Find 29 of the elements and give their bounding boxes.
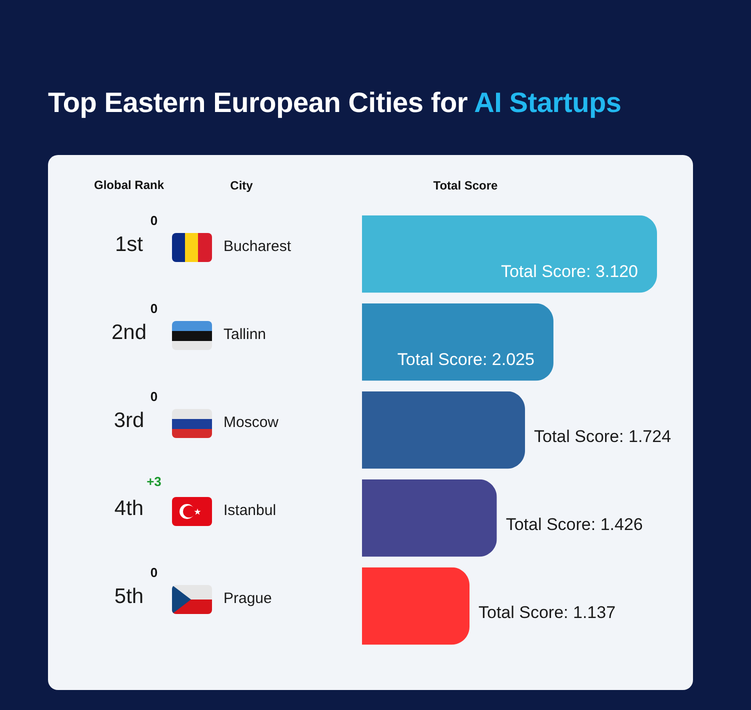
text: 0: [150, 389, 158, 404]
text: +3: [146, 474, 162, 489]
data-label: Total Score: 1.137: [478, 603, 616, 622]
bar: [362, 215, 657, 293]
y-tick-label: Tallinn: [224, 326, 266, 343]
bar: [362, 567, 470, 645]
text: 0: [150, 213, 158, 228]
data-label: Total Score: 2.025: [397, 350, 534, 369]
data-label: Total Score: 3.120: [500, 262, 638, 281]
y-tick-label: Bucharest: [224, 238, 292, 255]
text: 0: [150, 565, 158, 580]
data-label: Total Score: 1.724: [534, 427, 672, 446]
text: 5th: [114, 585, 144, 608]
bar: [362, 303, 554, 381]
data-label: Total Score: 1.426: [506, 515, 643, 534]
chart-title: Top Eastern European Cities for AI Startups: [48, 87, 622, 118]
x-axis-title: Total Score: [433, 178, 498, 192]
y-axis-title: City: [230, 178, 254, 192]
text: 4th: [114, 497, 144, 520]
bar: [362, 479, 497, 557]
text: 3rd: [114, 409, 144, 432]
y-tick-label: Prague: [224, 590, 272, 607]
y-tick-label: Istanbul: [224, 502, 276, 519]
text: Global Rank: [94, 178, 164, 192]
y-tick-label: Moscow: [224, 414, 279, 431]
text: 2nd: [111, 321, 147, 344]
text: 1st: [114, 233, 144, 256]
text: 0: [150, 301, 158, 316]
bar: [362, 391, 526, 469]
